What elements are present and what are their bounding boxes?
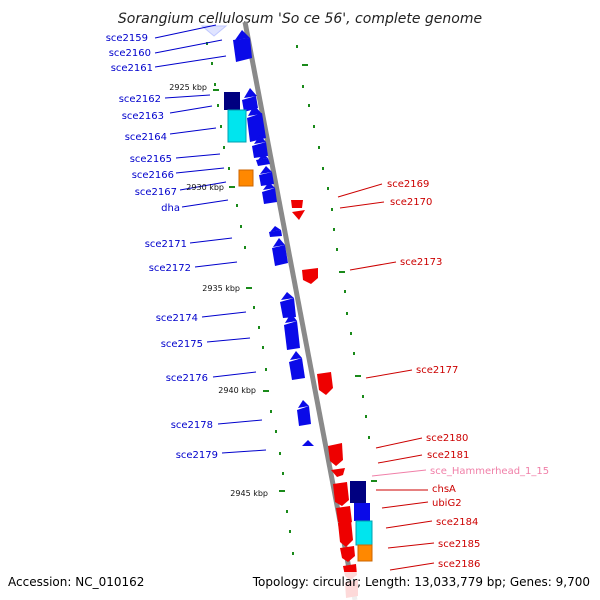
hammerhead-leader	[371, 469, 427, 477]
label-ubiG2: ubiG2	[432, 498, 462, 509]
feature-cyan	[227, 109, 247, 143]
reverse-genes	[291, 200, 358, 598]
gene-sce2179	[302, 440, 314, 446]
left-features	[224, 92, 254, 187]
label-sce2160: sce2160	[109, 48, 151, 59]
gene-sce2174	[280, 298, 296, 318]
kbp-dashes	[213, 89, 285, 492]
gene-sce2185	[340, 546, 355, 562]
kbp-labels: 2925 kbp 2930 kbp 2935 kbp 2940 kbp 2945…	[169, 83, 268, 498]
label-sce2165: sce2165	[130, 154, 172, 165]
label-sce2176: sce2176	[166, 373, 208, 384]
feature-orange-right	[357, 544, 373, 562]
label-sce2166: sce2166	[132, 170, 174, 181]
gene-sce2167	[259, 172, 274, 186]
kbp-2940: 2940 kbp	[218, 386, 256, 395]
gene-sce2172	[272, 245, 288, 266]
label-sce2173: sce2173	[400, 257, 442, 268]
label-sce2159: sce2159	[106, 33, 148, 44]
gene-sce2173	[302, 268, 318, 284]
right-leaders	[337, 183, 435, 571]
left-leaders	[154, 24, 267, 454]
right-gene-labels: sce2169 sce2170 sce2173 sce2177 sce2180 …	[387, 179, 549, 570]
gene-sce2180	[328, 443, 343, 466]
gene-sce2170	[292, 210, 305, 220]
gene-sce2178	[297, 406, 311, 426]
gene-sce2169	[291, 200, 303, 208]
label-sce2175: sce2175	[161, 339, 203, 350]
kbp-2935: 2935 kbp	[202, 284, 240, 293]
forward-genes	[200, 25, 314, 446]
label-sce2162: sce2162	[119, 94, 161, 105]
gene-sce2163	[247, 113, 266, 142]
label-sce2178: sce2178	[171, 420, 213, 431]
label-sce2181: sce2181	[427, 450, 469, 461]
gene-dha	[262, 188, 277, 204]
gene-sce2171	[269, 230, 282, 237]
right-features	[350, 481, 373, 562]
feature-cyan-right	[355, 520, 373, 546]
label-sce2186: sce2186	[438, 559, 480, 570]
label-sce2174: sce2174	[156, 313, 198, 324]
gene-chsA	[333, 482, 349, 506]
label-sce2180: sce2180	[426, 433, 468, 444]
label-sce2164: sce2164	[125, 132, 167, 143]
kbp-2925: 2925 kbp	[169, 83, 207, 92]
label-sce2172: sce2172	[149, 263, 191, 274]
footer-bg	[0, 572, 600, 600]
label-sce2161: sce2161	[111, 63, 153, 74]
label-chsA: chsA	[432, 484, 456, 495]
label-sce-hammerhead: sce_Hammerhead_1_15	[430, 466, 549, 477]
map-title: Sorangium cellulosum 'So ce 56', complet…	[118, 11, 482, 27]
gene-sce2175	[284, 321, 300, 350]
feature-navy	[224, 92, 240, 110]
gene-sce2177	[317, 372, 333, 395]
label-sce2185: sce2185	[438, 539, 480, 550]
gene-sce2184	[338, 520, 353, 547]
left-tick-marks	[206, 42, 294, 555]
genome-backbone	[242, 21, 358, 600]
label-dha: dha	[161, 203, 180, 214]
right-dashes	[302, 64, 377, 482]
gene-sce2176	[289, 358, 305, 380]
label-sce2167: sce2167	[135, 187, 177, 198]
topology-text: Topology: circular; Length: 13,033,779 b…	[252, 575, 590, 589]
feature-orange	[238, 169, 254, 187]
right-tick-marks	[296, 45, 370, 439]
gene-sce2165	[252, 142, 268, 158]
label-sce2179: sce2179	[176, 450, 218, 461]
accession-text: Accession: NC_010162	[8, 575, 144, 589]
kbp-2945: 2945 kbp	[230, 489, 268, 498]
gene-sce2161	[233, 38, 252, 62]
kbp-2930: 2930 kbp	[186, 183, 224, 192]
label-sce2184: sce2184	[436, 517, 478, 528]
feature-navy-right	[350, 481, 366, 503]
label-sce2163: sce2163	[122, 111, 164, 122]
left-gene-labels: sce2159 sce2160 sce2161 sce2162 sce2163 …	[106, 33, 218, 461]
label-sce2170: sce2170	[390, 197, 432, 208]
label-sce2169: sce2169	[387, 179, 429, 190]
label-sce2177: sce2177	[416, 365, 458, 376]
gene-sce2181	[331, 468, 345, 477]
label-sce2171: sce2171	[145, 239, 187, 250]
